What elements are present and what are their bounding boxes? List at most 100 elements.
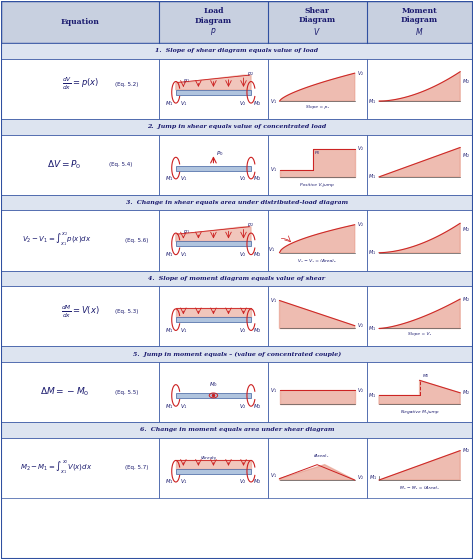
Polygon shape — [379, 72, 460, 101]
Bar — [1, 195, 473, 211]
Bar — [176, 317, 251, 322]
Text: $M_2 - M_1 = \int_{x_1}^{x_2} V(x)dx$: $M_2 - M_1 = \int_{x_1}^{x_2} V(x)dx$ — [20, 459, 93, 477]
Text: $p_1$: $p_1$ — [183, 228, 191, 236]
Polygon shape — [280, 149, 355, 177]
Text: $V_2$: $V_2$ — [239, 175, 247, 183]
Text: $V_2$: $V_2$ — [239, 326, 247, 335]
Text: $\Delta M = -M_0$: $\Delta M = -M_0$ — [40, 386, 89, 398]
Text: (Eq. 5.6): (Eq. 5.6) — [125, 238, 148, 243]
Text: $V_1$: $V_1$ — [180, 478, 188, 487]
Text: $M_2$: $M_2$ — [462, 151, 470, 160]
Text: M₂ − M₁ = (Area)ᵥ: M₂ − M₁ = (Area)ᵥ — [400, 486, 439, 490]
Bar — [159, 438, 268, 498]
Text: $M_1$: $M_1$ — [368, 391, 376, 400]
Bar — [366, 211, 473, 270]
Text: $V_2$: $V_2$ — [356, 144, 364, 153]
Text: $V_1$: $V_1$ — [270, 472, 277, 480]
Text: $(Area)_p$: $(Area)_p$ — [200, 454, 217, 463]
Text: $V_1$: $V_1$ — [180, 402, 188, 410]
Text: $V_1$: $V_1$ — [180, 99, 188, 108]
Text: $V_1$: $V_1$ — [270, 165, 277, 174]
Text: $M_2$: $M_2$ — [462, 77, 470, 86]
Text: $M_2$: $M_2$ — [253, 99, 262, 108]
Text: $M_1$: $M_1$ — [368, 172, 376, 181]
Text: $\Delta V = P_0$: $\Delta V = P_0$ — [47, 158, 82, 171]
Bar — [176, 166, 251, 171]
Bar — [159, 362, 268, 422]
Text: $M_0$: $M_0$ — [209, 380, 218, 389]
Polygon shape — [280, 225, 355, 253]
Text: $V_2$: $V_2$ — [356, 473, 364, 482]
Bar — [159, 211, 268, 270]
Text: Positive V-jump: Positive V-jump — [300, 183, 334, 186]
Text: $V_1$: $V_1$ — [270, 97, 277, 106]
Bar — [176, 469, 251, 474]
Text: Slope = V₁: Slope = V₁ — [408, 332, 431, 336]
Bar — [159, 134, 268, 195]
Bar — [1, 286, 159, 346]
Text: $M_2$: $M_2$ — [253, 250, 262, 259]
Text: 6.  Change in moment equals area under shear diagram: 6. Change in moment equals area under sh… — [140, 427, 334, 432]
Text: (Area)ᵥ: (Area)ᵥ — [314, 454, 329, 458]
Bar — [366, 286, 473, 346]
Text: $P_0$: $P_0$ — [217, 149, 224, 158]
Text: $M_2$: $M_2$ — [462, 295, 470, 304]
Text: (Eq. 5.4): (Eq. 5.4) — [109, 162, 132, 167]
Text: Moment
Diagram
$M$: Moment Diagram $M$ — [401, 7, 438, 38]
Text: $M_1$: $M_1$ — [165, 478, 174, 487]
Text: $M_1$: $M_1$ — [165, 250, 174, 259]
Bar — [176, 393, 251, 398]
Bar — [1, 270, 473, 286]
Polygon shape — [280, 465, 355, 480]
Text: $M_1$: $M_1$ — [165, 402, 174, 410]
Text: $V_1$: $V_1$ — [180, 250, 188, 259]
Polygon shape — [379, 380, 460, 404]
Polygon shape — [379, 147, 460, 177]
Polygon shape — [176, 75, 251, 90]
Text: $M_2$: $M_2$ — [462, 446, 470, 455]
Text: 5.  Jump in moment equals – (value of concentrated couple): 5. Jump in moment equals – (value of con… — [133, 352, 341, 357]
Text: $M_1$: $M_1$ — [368, 324, 376, 333]
Text: $P_0$: $P_0$ — [314, 149, 321, 157]
Text: 4.  Slope of moment diagram equals value of shear: 4. Slope of moment diagram equals value … — [148, 276, 326, 281]
Bar — [176, 241, 251, 246]
Text: $V_1$: $V_1$ — [270, 386, 277, 395]
Text: Shear
Diagram
$V$: Shear Diagram $V$ — [299, 7, 336, 38]
Bar — [268, 362, 366, 422]
Text: $M_1$: $M_1$ — [165, 99, 174, 108]
Text: (Eq. 5.5): (Eq. 5.5) — [115, 390, 138, 394]
Polygon shape — [280, 301, 355, 329]
Bar — [1, 1, 473, 43]
Bar — [1, 59, 159, 119]
Text: $V_2$: $V_2$ — [356, 220, 364, 229]
Text: (Eq. 5.3): (Eq. 5.3) — [115, 309, 138, 314]
Text: $\frac{dM}{dx} = V(x)$: $\frac{dM}{dx} = V(x)$ — [61, 303, 100, 320]
Text: $M_1$: $M_1$ — [368, 97, 376, 106]
Text: $p_2$: $p_2$ — [247, 69, 254, 78]
Polygon shape — [379, 223, 460, 253]
Bar — [268, 211, 366, 270]
Text: $M_1$: $M_1$ — [165, 175, 174, 183]
Text: $M_1$: $M_1$ — [165, 326, 174, 335]
Text: $M_2$: $M_2$ — [253, 175, 262, 183]
Polygon shape — [280, 73, 355, 101]
Text: $M_1$: $M_1$ — [368, 248, 376, 257]
Text: V₂ − V₁ = (Area)ₚ: V₂ − V₁ = (Area)ₚ — [298, 259, 336, 263]
Text: Negative M-jump: Negative M-jump — [401, 409, 438, 414]
Text: $V_2$: $V_2$ — [356, 386, 364, 395]
Text: $V_2$: $V_2$ — [356, 321, 364, 330]
Text: $V_1$: $V_1$ — [180, 326, 188, 335]
Polygon shape — [379, 451, 460, 480]
Text: $p_2$: $p_2$ — [247, 221, 254, 229]
Bar — [159, 59, 268, 119]
Text: $V_1$: $V_1$ — [268, 245, 275, 254]
Text: 2.  Jump in shear equals value of concentrated load: 2. Jump in shear equals value of concent… — [147, 124, 327, 129]
Bar — [1, 134, 159, 195]
Text: $V_2$: $V_2$ — [239, 99, 247, 108]
Polygon shape — [176, 227, 251, 241]
Bar — [366, 134, 473, 195]
Bar — [1, 346, 473, 362]
Text: $V_2$: $V_2$ — [356, 69, 364, 78]
Bar — [1, 211, 159, 270]
Polygon shape — [176, 460, 251, 469]
